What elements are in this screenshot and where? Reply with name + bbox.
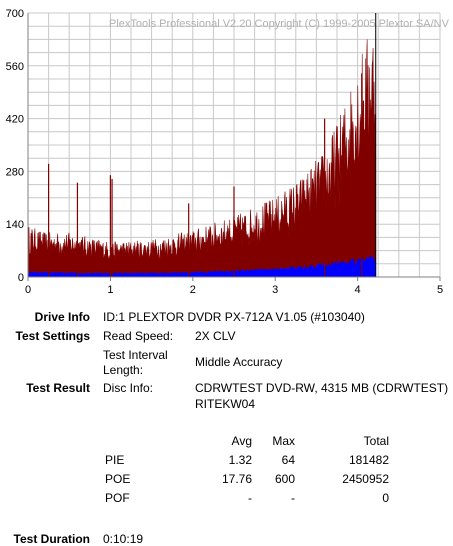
read-speed-label: Read Speed: [103,329,174,343]
x-tick-label: 2 [190,284,196,296]
row-name: POE [105,472,131,486]
test-duration-label: Test Duration [13,532,90,546]
row-avg: 1.32 [228,453,252,467]
x-tick-label: 0 [25,284,31,296]
y-tick-label: 280 [6,166,24,178]
row-total: 0 [382,491,389,505]
drive-info-value: ID:1 PLEXTOR DVDR PX-712A V1.05 (#103040… [103,310,365,324]
series-area-poe [27,254,377,278]
row-name: POF [105,491,130,505]
y-tick-label: 560 [6,61,24,73]
y-tick-label: 0 [18,272,24,284]
row-max: - [291,491,295,505]
y-tick-labels: 0 140 280 420 560 700 [6,8,24,284]
read-speed-value: 2X CLV [195,329,236,343]
x-tick-label: 1 [107,284,113,296]
series-area-pie [27,39,377,278]
test-result-label: Test Result [26,381,90,395]
x-tick-labels: 0 1 2 3 4 5 [25,277,443,296]
row-total: 2450952 [342,472,389,486]
row-max: 600 [274,472,295,486]
disc-info-label: Disc Info: [103,381,154,395]
test-duration-value: 0:10:19 [103,532,144,546]
x-tick-label: 4 [355,284,361,296]
test-interval-label-line2: Length: [103,363,144,377]
disc-info-line1: CDRWTEST DVD-RW, 4315 MB (CDRWTEST) [195,381,449,395]
chart-series [27,13,377,278]
test-interval-value: Middle Accuracy [195,355,283,369]
drive-info-label: Drive Info [34,310,90,324]
row-total: 181482 [348,453,389,467]
test-settings-label: Test Settings [15,329,90,343]
table-header-max: Max [272,434,295,448]
row-max: 64 [281,453,295,467]
chart-title: PlexTools Professional V2.20 Copyright (… [109,18,450,30]
table-header-total: Total [363,434,389,448]
x-tick-label: 3 [272,284,278,296]
x-tick-label: 5 [437,284,443,296]
y-tick-label: 140 [6,219,24,231]
row-avg: 17.76 [221,472,252,486]
y-tick-label: 420 [6,114,24,126]
y-tick-label: 700 [6,8,24,20]
row-avg: - [248,491,252,505]
test-interval-label-line1: Test Interval [103,348,168,362]
row-name: PIE [105,453,125,467]
error-chart: 0 140 280 420 560 700 0 1 2 3 4 5 PlexTools Profes… [6,8,450,296]
disc-info-line2: RITEKW04 [195,397,256,411]
table-header-avg: Avg [231,434,252,448]
